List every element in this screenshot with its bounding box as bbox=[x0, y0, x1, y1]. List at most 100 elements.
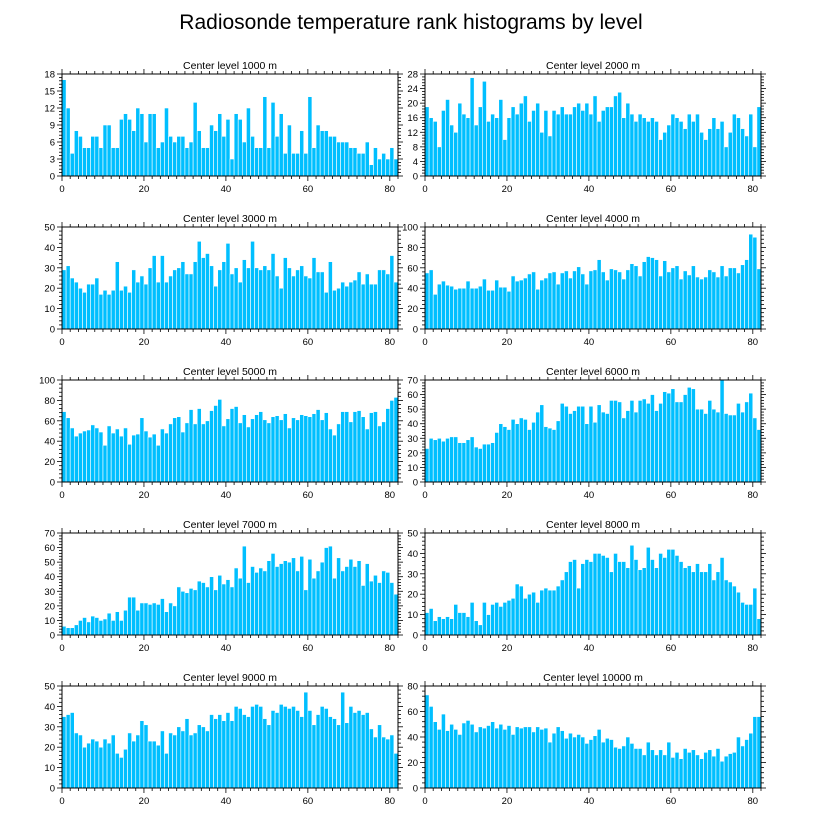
bar bbox=[686, 113, 692, 177]
bar bbox=[266, 560, 272, 636]
bar bbox=[572, 559, 577, 636]
bar bbox=[650, 749, 655, 789]
bar bbox=[385, 408, 391, 483]
bar bbox=[98, 620, 104, 636]
bar bbox=[86, 429, 91, 483]
bar bbox=[629, 400, 635, 483]
x-tick-label: 0 bbox=[59, 643, 64, 654]
bar bbox=[678, 401, 684, 483]
bar bbox=[621, 417, 627, 483]
bar bbox=[340, 691, 346, 789]
bar bbox=[732, 113, 737, 177]
bar bbox=[674, 555, 680, 636]
y-tick-label: 40 bbox=[44, 702, 55, 713]
bar bbox=[131, 740, 137, 789]
bar bbox=[303, 691, 309, 789]
x-tick-label: 60 bbox=[303, 643, 314, 654]
bar bbox=[551, 589, 557, 636]
bar bbox=[291, 706, 296, 789]
bar bbox=[389, 400, 395, 483]
bar bbox=[584, 283, 590, 330]
bar bbox=[502, 602, 508, 636]
bar bbox=[328, 261, 333, 330]
bar bbox=[617, 271, 622, 330]
bar bbox=[205, 586, 210, 636]
bar bbox=[237, 281, 243, 330]
bar bbox=[217, 113, 223, 177]
y-tick-label: 20 bbox=[407, 448, 418, 459]
x-tick-label: 20 bbox=[139, 796, 150, 807]
bar bbox=[356, 153, 362, 177]
x-tick-label: 0 bbox=[59, 490, 64, 501]
bar bbox=[674, 265, 680, 330]
bar bbox=[539, 404, 545, 483]
bar bbox=[535, 726, 541, 789]
bar bbox=[477, 448, 483, 483]
bar bbox=[662, 557, 668, 636]
bar bbox=[114, 753, 120, 789]
y-tick-label: 0 bbox=[413, 784, 418, 795]
bar bbox=[225, 243, 231, 330]
bar bbox=[703, 413, 709, 483]
bar bbox=[389, 147, 395, 177]
bar bbox=[86, 742, 91, 789]
bar bbox=[352, 566, 358, 636]
bar bbox=[369, 283, 374, 330]
plot-frame bbox=[424, 226, 762, 330]
bar bbox=[658, 403, 663, 483]
bar bbox=[176, 267, 182, 330]
y-tick-label: 20 bbox=[44, 284, 55, 295]
bar bbox=[160, 730, 165, 789]
bar bbox=[291, 557, 296, 636]
bar bbox=[424, 612, 430, 636]
x-tick-label: 40 bbox=[584, 337, 595, 348]
bar bbox=[278, 287, 284, 330]
bar bbox=[82, 430, 87, 483]
bar bbox=[715, 128, 721, 177]
bar bbox=[609, 400, 614, 483]
y-tick-label: 60 bbox=[407, 707, 418, 718]
bar bbox=[278, 419, 284, 483]
bar bbox=[469, 436, 475, 483]
bar bbox=[490, 113, 495, 177]
bar bbox=[600, 411, 606, 483]
bar bbox=[559, 579, 565, 636]
bar bbox=[139, 417, 145, 483]
x-tick-label: 60 bbox=[303, 337, 314, 348]
bar bbox=[110, 432, 116, 483]
bar bbox=[155, 147, 161, 177]
bar bbox=[535, 411, 541, 483]
bar bbox=[147, 604, 153, 636]
y-tick-label: 10 bbox=[407, 610, 418, 621]
bar bbox=[461, 113, 467, 177]
bar bbox=[498, 723, 504, 789]
bar bbox=[744, 135, 750, 177]
bar bbox=[637, 113, 643, 177]
bar bbox=[514, 280, 520, 330]
bar bbox=[270, 253, 276, 330]
bar bbox=[209, 576, 214, 636]
bar bbox=[131, 269, 137, 330]
bar bbox=[315, 714, 321, 789]
bar bbox=[225, 579, 231, 636]
bar bbox=[295, 269, 300, 330]
bar bbox=[555, 726, 561, 789]
bar bbox=[736, 272, 741, 330]
x-tick-label: 0 bbox=[422, 337, 427, 348]
bar bbox=[604, 557, 610, 636]
bar bbox=[756, 106, 762, 177]
bar bbox=[482, 602, 487, 636]
bar bbox=[143, 602, 149, 636]
bar bbox=[356, 271, 362, 330]
bar bbox=[323, 708, 329, 789]
bar bbox=[436, 283, 442, 330]
x-tick-label: 80 bbox=[385, 337, 396, 348]
bar bbox=[192, 732, 198, 789]
bar bbox=[432, 294, 438, 330]
bar bbox=[348, 281, 354, 330]
bar bbox=[307, 710, 313, 789]
bar bbox=[303, 415, 309, 483]
bar bbox=[609, 571, 614, 636]
bar bbox=[654, 567, 659, 636]
bar bbox=[336, 141, 341, 177]
